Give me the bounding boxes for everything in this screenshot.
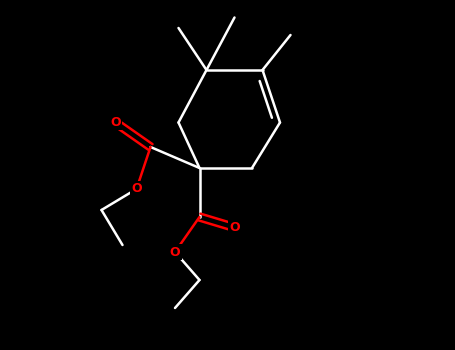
Text: O: O (110, 116, 121, 129)
Text: O: O (131, 182, 142, 196)
Text: O: O (229, 221, 240, 234)
Text: O: O (170, 245, 180, 259)
